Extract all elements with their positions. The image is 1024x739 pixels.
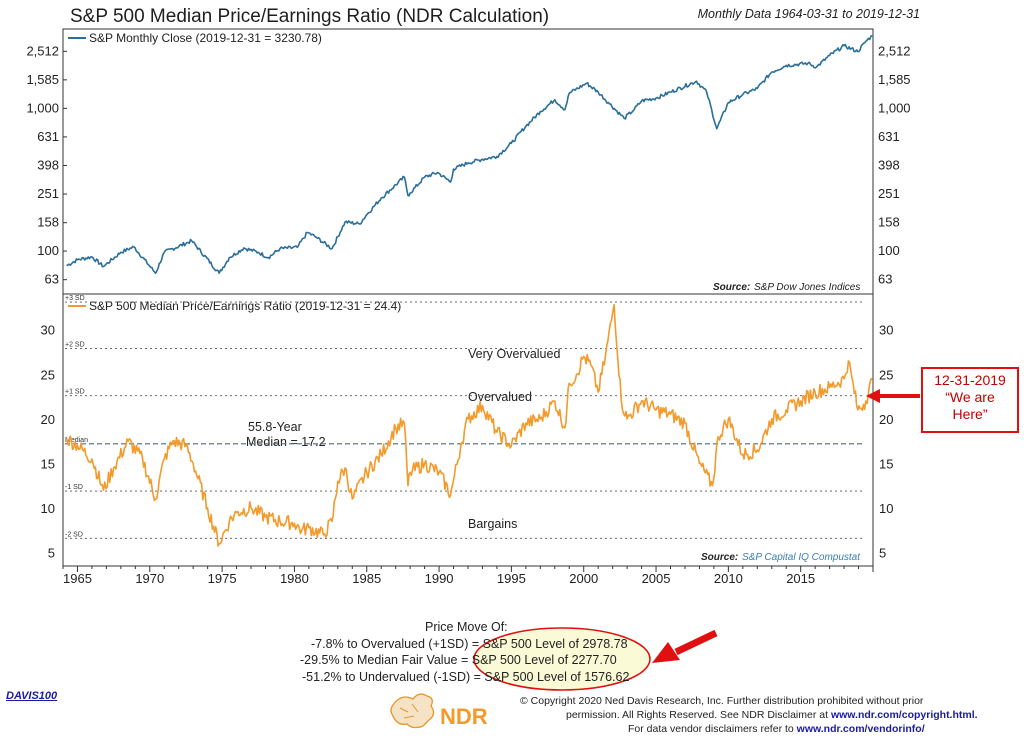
price-ytick-right: 1,585	[878, 72, 911, 87]
x-tick-label: 1970	[135, 571, 164, 586]
price-ytick-right: 63	[878, 272, 892, 287]
zone-bargains: Bargains	[468, 517, 517, 531]
pe-ytick-right: 5	[879, 546, 886, 561]
pe-ytick-right: 10	[879, 501, 893, 516]
pe-ytick-left: 15	[41, 456, 55, 471]
sd-line-label: +2 SD	[65, 341, 85, 348]
pe-ytick-left: 10	[41, 501, 55, 516]
sd-line-label: Median	[65, 437, 88, 444]
median-note-line2: Median = 17.2	[246, 435, 326, 449]
sd-line-label: +1 SD	[65, 389, 85, 396]
callout-line-2: “We are	[945, 389, 995, 405]
davis-code-link[interactable]: DAVIS100	[6, 690, 58, 702]
x-tick-label: 1980	[280, 571, 309, 586]
price-legend: S&P Monthly Close (2019-12-31 = 3230.78)	[89, 31, 322, 45]
price-ytick-left: 100	[37, 243, 59, 258]
pe-legend: S&P 500 Median Price/Earnings Ratio (201…	[89, 299, 401, 313]
pe-ytick-right: 15	[879, 456, 893, 471]
price-ytick-left: 398	[37, 157, 59, 172]
price-ytick-right: 251	[878, 186, 900, 201]
price-move-line-1: -7.8% to Overvalued (+1SD) = S&P 500 Lev…	[311, 637, 628, 651]
price-move-title: Price Move Of:	[425, 620, 508, 634]
price-ytick-left: 158	[37, 215, 59, 230]
x-tick-label: 1995	[497, 571, 526, 586]
x-tick-label: 2005	[642, 571, 671, 586]
pe-ytick-right: 20	[879, 412, 893, 427]
price-ytick-right: 2,512	[878, 43, 911, 58]
pe-ytick-left: 25	[41, 367, 55, 382]
ndr-logo-text: NDR	[440, 704, 488, 729]
pe-source-label: Source:	[701, 552, 738, 563]
pe-series-line	[65, 303, 873, 547]
bull-bear-icon	[390, 693, 435, 729]
x-tick-label: 1975	[208, 571, 237, 586]
price-panel-frame	[62, 28, 874, 295]
pe-ytick-left: 30	[41, 323, 55, 338]
we-are-here-callout: 12-31-2019 “We are Here”	[921, 367, 1019, 433]
zone-overvalued: Overvalued	[468, 390, 532, 404]
price-ytick-left: 2,512	[26, 43, 59, 58]
pe-ytick-left: 20	[41, 412, 55, 427]
x-tick-label: 1985	[352, 571, 381, 586]
price-ytick-left: 1,000	[26, 100, 59, 115]
x-axis-ticks: 1965 1970 1975 1980 1985 1990 1995 2000 2005 2010…	[62, 566, 874, 586]
price-ytick-right: 631	[878, 129, 900, 144]
price-ytick-right: 1,000	[878, 100, 911, 115]
footer-copyright: © Copyright 2020 Ned Davis Research, Inc…	[520, 695, 924, 707]
x-tick-label: 2015	[786, 571, 815, 586]
copyright-link[interactable]: www.ndr.com/copyright.html.	[830, 709, 978, 721]
price-ytick-left: 63	[45, 272, 59, 287]
chart-subtitle: Monthly Data 1964-03-31 to 2019-12-31	[698, 7, 920, 21]
pe-axis-ticks: 5 5 10 10 15 15 20 20 25 25 30 30	[41, 323, 894, 561]
pe-source-name: S&P Capital IQ Compustat	[742, 552, 861, 563]
pe-ytick-right: 25	[879, 367, 893, 382]
footer-permission: permission. All Rights Reserved. See NDR…	[566, 709, 978, 721]
price-ytick-right: 398	[878, 157, 900, 172]
pe-ytick-right: 30	[879, 323, 893, 338]
red-arrow-callout	[866, 389, 920, 403]
price-ytick-left: 631	[37, 129, 59, 144]
price-ytick-left: 1,585	[26, 72, 59, 87]
sd-line-label: +3 SD	[65, 295, 85, 302]
callout-date: 12-31-2019	[934, 372, 1006, 388]
x-tick-label: 1990	[425, 571, 454, 586]
x-tick-label: 2010	[714, 571, 743, 586]
sd-line-label: -1 SD	[65, 484, 83, 491]
chart-title: S&P 500 Median Price/Earnings Ratio (NDR…	[70, 6, 549, 27]
sd-reference-lines: +3 SD +2 SD +1 SD Median -1 SD -2 SD	[65, 295, 863, 539]
footer-vendor: For data vendor disclaimers refer to www…	[628, 723, 925, 735]
red-arrow-lower	[652, 629, 718, 663]
median-note-line1: 55.8-Year	[248, 420, 302, 434]
callout-line-3: Here”	[952, 406, 988, 422]
sd-line-label: -2 SD	[65, 531, 83, 538]
price-ytick-right: 100	[878, 243, 900, 258]
pe-ytick-left: 5	[48, 546, 55, 561]
x-tick-label: 2000	[569, 571, 598, 586]
price-source-name: S&P Dow Jones Indices	[754, 282, 860, 293]
footer-permission-text: permission. All Rights Reserved. See NDR…	[566, 709, 829, 721]
ndr-logo: NDR	[390, 693, 488, 729]
footer-vendor-text: For data vendor disclaimers refer to	[628, 723, 794, 735]
price-move-line-3: -51.2% to Undervalued (-1SD) = S&P 500 L…	[302, 670, 630, 684]
price-ytick-left: 251	[37, 186, 59, 201]
zone-very-overvalued: Very Overvalued	[468, 347, 560, 361]
vendor-link[interactable]: www.ndr.com/vendorinfo/	[796, 723, 925, 735]
price-ytick-right: 158	[878, 215, 900, 230]
price-series-line	[66, 34, 873, 274]
price-axis-ticks: 63 63 100 100 158 158 251 251 398 398 631 631 1,000 1…	[26, 43, 910, 286]
price-source-label: Source:	[713, 282, 750, 293]
x-tick-label: 1965	[63, 571, 92, 586]
highlight-ellipse	[473, 627, 651, 691]
price-move-line-2: -29.5% to Median Fair Value = S&P 500 Le…	[300, 653, 617, 667]
